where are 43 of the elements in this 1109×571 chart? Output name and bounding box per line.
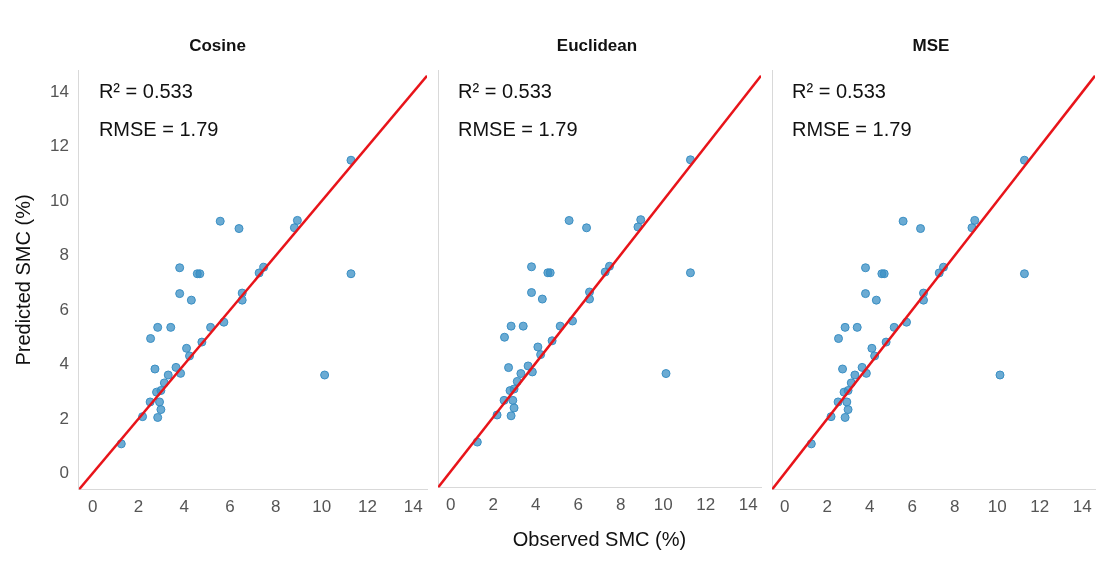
x-tick-label: 4 xyxy=(865,497,875,517)
x-tick-label: 14 xyxy=(738,495,758,515)
x-axis-title: Observed SMC (%) xyxy=(512,527,687,550)
y-tick-label: 14 xyxy=(49,81,69,101)
x-tick-label: 12 xyxy=(358,497,377,517)
y-tick-label: 12 xyxy=(49,136,69,156)
y-tick-label: 2 xyxy=(59,408,69,428)
x-tick-label: 10 xyxy=(653,495,673,515)
annotation: R² = 0.533 xyxy=(98,79,193,102)
annotation: RMSE = 1.79 xyxy=(458,117,578,140)
chart-title: Cosine xyxy=(189,35,246,55)
x-tick-label: 8 xyxy=(950,497,960,517)
chart-title: Euclidean xyxy=(556,35,638,55)
x-tick-label: 0 xyxy=(446,495,456,515)
y-tick-label: 6 xyxy=(59,299,69,319)
annotation: R² = 0.533 xyxy=(458,79,552,102)
x-tick-label: 4 xyxy=(179,497,189,517)
annotation: RMSE = 1.79 xyxy=(98,117,219,140)
chart-title: MSE xyxy=(912,35,950,55)
annotation: RMSE = 1.79 xyxy=(792,117,912,140)
x-tick-label: 2 xyxy=(488,495,498,515)
x-tick-label: 6 xyxy=(907,497,917,517)
y-tick-label: 8 xyxy=(59,245,69,265)
annotation: R² = 0.533 xyxy=(792,79,886,102)
y-tick-label: 10 xyxy=(49,190,69,210)
x-tick-label: 6 xyxy=(225,497,235,517)
x-tick-label: 12 xyxy=(696,495,716,515)
y-tick-label: 0 xyxy=(59,462,69,482)
x-tick-label: 0 xyxy=(87,497,98,517)
x-tick-label: 10 xyxy=(312,497,332,517)
y-axis-title: Predicted SMC (%) xyxy=(11,194,34,366)
x-tick-label: 0 xyxy=(780,497,790,517)
x-tick-label: 4 xyxy=(531,495,541,515)
y-tick-label: 4 xyxy=(59,354,69,374)
x-tick-label: 12 xyxy=(1030,497,1050,517)
x-tick-label: 6 xyxy=(573,495,583,515)
x-tick-label: 2 xyxy=(822,497,832,517)
x-tick-label: 8 xyxy=(616,495,626,515)
x-tick-label: 14 xyxy=(1072,497,1092,517)
x-tick-label: 8 xyxy=(271,497,281,517)
x-tick-label: 2 xyxy=(133,497,144,517)
x-tick-label: 10 xyxy=(987,497,1007,517)
x-tick-label: 14 xyxy=(403,497,423,517)
